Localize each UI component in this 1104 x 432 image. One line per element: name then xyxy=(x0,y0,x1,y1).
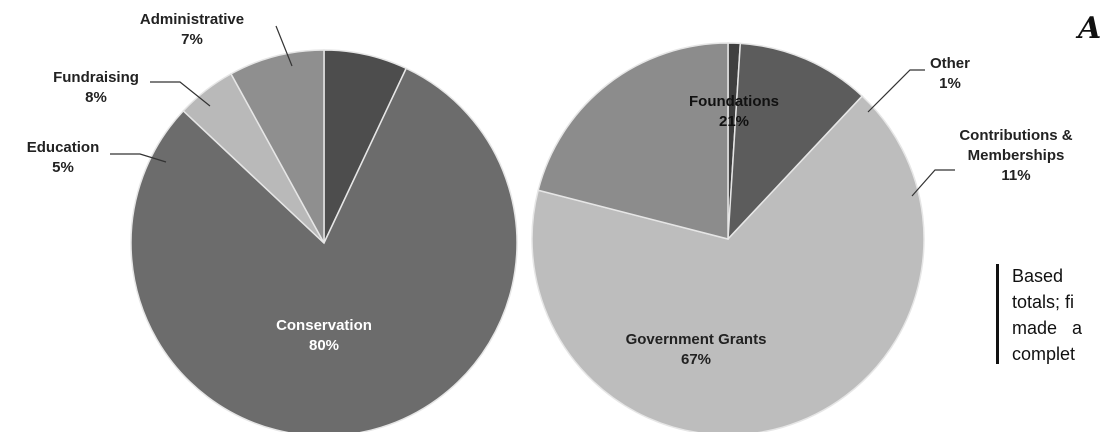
value-conservation: 80% xyxy=(309,337,339,354)
pie-slice-conservation xyxy=(130,67,518,432)
pie-slice-foundations xyxy=(537,42,729,240)
value-administrative: 7% xyxy=(181,31,203,48)
value-fundraising: 8% xyxy=(85,89,107,106)
label-foundations: Foundations xyxy=(689,93,779,110)
label-other: Other xyxy=(930,55,970,72)
leader-line-administrative xyxy=(275,25,293,67)
leader-line-other xyxy=(867,69,925,113)
value-education: 5% xyxy=(52,159,74,176)
value-foundations: 21% xyxy=(719,113,749,130)
side-note: Based totals; fi made a complet xyxy=(996,264,1083,364)
pie-slice-government-grants xyxy=(531,95,925,432)
label-conservation: Conservation xyxy=(276,317,372,334)
value-contributions-memberships: 11% xyxy=(1001,167,1030,184)
pie-slice-contributions-memberships xyxy=(727,42,864,242)
label-fundraising: Fundraising xyxy=(53,69,139,86)
label-government-grants: Government Grants xyxy=(626,331,767,348)
corner-glyph: A xyxy=(1075,11,1101,46)
side-note-line-3: made a xyxy=(1012,318,1083,338)
label-administrative: Administrative xyxy=(140,11,244,28)
leader-line-education xyxy=(110,153,167,163)
value-other: 1% xyxy=(939,75,961,92)
label-education: Education xyxy=(27,139,100,156)
side-note-bar xyxy=(996,264,999,364)
pie-slice-fundraising xyxy=(230,49,325,244)
leader-line-fundraising xyxy=(150,81,211,107)
side-note-line-4: complet xyxy=(1012,344,1075,364)
expenses-pie: Administrative 7% Fundraising 8% Educati… xyxy=(27,11,518,432)
side-note-line-2: totals; fi xyxy=(1012,292,1074,312)
side-note-line-1: Based xyxy=(1012,266,1063,286)
label-contributions-line2: Memberships xyxy=(968,147,1065,164)
value-government-grants: 67% xyxy=(681,351,711,368)
revenue-pie: Other 1% Contributions & Memberships 11%… xyxy=(531,42,1073,432)
leader-line-contributions-memberships xyxy=(911,169,955,197)
label-contributions-line1: Contributions & xyxy=(959,127,1072,144)
